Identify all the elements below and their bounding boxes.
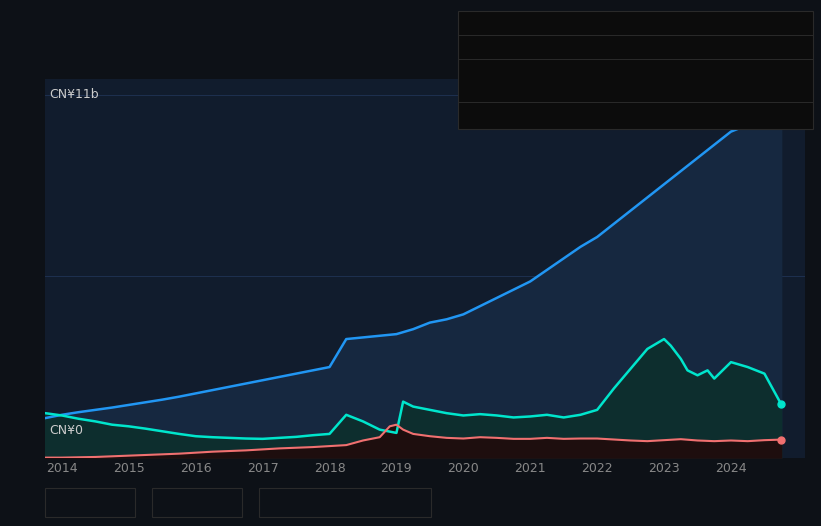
Text: CN¥10.382b: CN¥10.382b	[622, 64, 695, 77]
Text: Cash And Equivalents: Cash And Equivalents	[282, 496, 410, 509]
Text: CN¥547.051m: CN¥547.051m	[622, 41, 707, 54]
Text: Debt: Debt	[468, 41, 497, 54]
Text: 5.3%: 5.3%	[622, 84, 655, 97]
Text: CN¥11b: CN¥11b	[49, 88, 99, 102]
Text: Cash And Equivalents: Cash And Equivalents	[468, 105, 597, 118]
Text: Debt/Equity Ratio: Debt/Equity Ratio	[654, 84, 762, 97]
Text: Equity: Equity	[468, 64, 506, 77]
Text: Equity: Equity	[175, 496, 213, 509]
Text: CN¥1.623b: CN¥1.623b	[622, 105, 688, 118]
Text: ●: ●	[159, 497, 169, 508]
Text: Debt: Debt	[68, 496, 97, 509]
Text: CN¥0: CN¥0	[49, 424, 83, 437]
Text: ●: ●	[53, 497, 62, 508]
Text: ●: ●	[266, 497, 276, 508]
Text: Sep 30 2024: Sep 30 2024	[468, 19, 561, 32]
